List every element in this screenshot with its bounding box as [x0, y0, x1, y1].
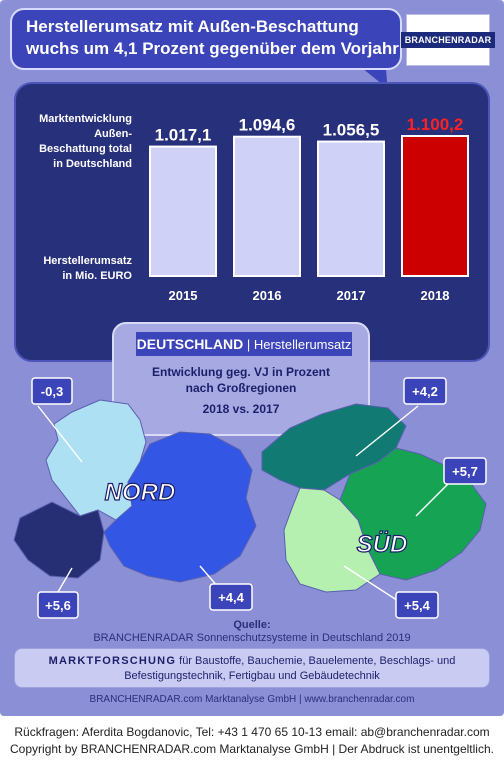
headline-line-2: wuchs um 4,1 Prozent gegenüber dem Vorja… — [26, 39, 399, 58]
sued-label: SÜD — [357, 531, 408, 558]
unit-label-line-2: in Mio. EURO — [62, 270, 132, 282]
category-label-2016: 2016 — [253, 288, 282, 303]
callout-line-nord-southwest — [57, 567, 73, 593]
category-label-2018: 2018 — [421, 288, 450, 303]
nord-southwest-region — [13, 501, 105, 579]
badge-sued-southwest: +5,4 — [404, 598, 430, 613]
badge-sued-east-box — [443, 457, 487, 485]
market-research-title: MARKTFORSCHUNG — [48, 655, 177, 667]
value-label-2015: 1.017,1 — [155, 126, 212, 145]
market-research-box: MARKTFORSCHUNG für Baustoffe, Bauchemie,… — [14, 648, 490, 688]
market-research-line-2: Befestigungstechnik, Fertigbau und Gebäu… — [124, 670, 380, 682]
bar-2018 — [401, 135, 469, 277]
headline-bubble: Herstellerumsatz mit Außen-Beschattung w… — [10, 8, 402, 70]
category-label-2015: 2015 — [169, 288, 198, 303]
callout-line-sued-north — [355, 405, 419, 457]
badge-sued-north-box — [403, 377, 447, 405]
badge-nord-east: +4,4 — [218, 590, 244, 605]
nord-east-region — [103, 431, 257, 583]
chart-panel: Marktentwicklung Außen- Beschattung tota… — [14, 82, 490, 362]
contact-caption: Rückfragen: Aferdita Bogdanovic, Tel: +4… — [14, 725, 490, 739]
info-title-separator: | — [246, 337, 254, 352]
info-subtitle-line-1: Entwicklung geg. VJ in Prozent — [151, 365, 331, 379]
nord-label: NORD — [105, 479, 176, 506]
badge-nord-east-box — [209, 583, 253, 611]
brand-logo-text: BRANCHENRADAR — [400, 32, 496, 48]
info-title-rest: Herstellerumsatz — [253, 337, 352, 352]
bar-2015 — [149, 145, 217, 277]
value-label-2018: 1.100,2 — [407, 115, 464, 134]
callout-line-sued-east — [415, 479, 453, 517]
market-development-label: Marktentwicklung Außen- Beschattung tota… — [22, 112, 132, 172]
badge-nord-west: -0,3 — [41, 384, 63, 399]
callout-line-nord-west — [37, 405, 83, 463]
bar-2016 — [233, 135, 301, 277]
badge-sued-southwest-box — [395, 591, 439, 619]
brand-logo: BRANCHENRADAR — [400, 14, 496, 66]
source-text: BRANCHENRADAR Sonnenschutzsysteme in Deu… — [93, 632, 411, 644]
category-label-2017: 2017 — [337, 288, 366, 303]
badge-sued-north: +4,2 — [412, 384, 438, 399]
info-subtitle-line-2: nach Großregionen — [185, 381, 297, 395]
info-years: 2018 vs. 2017 — [202, 402, 280, 416]
info-title-country: DEUTSCHLAND — [136, 336, 244, 352]
region-map: NORD SÜD -0,3 +5,6 +4,4 +4,2 +5,7 +5,4 — [13, 377, 487, 619]
headline-line-1: Herstellerumsatz mit Außen-Beschattung — [26, 17, 359, 36]
market-label-line-1: Marktentwicklung — [39, 113, 132, 125]
badge-nord-west-box — [31, 377, 73, 405]
poster-footer: BRANCHENRADAR.com Marktanalyse GmbH | ww… — [89, 694, 415, 705]
badge-nord-southwest: +5,6 — [45, 598, 71, 613]
market-label-line-3: Beschattung total — [39, 143, 132, 155]
badge-sued-east: +5,7 — [452, 464, 478, 479]
badge-nord-southwest-box — [37, 591, 79, 619]
market-label-line-2: Außen- — [94, 128, 132, 140]
unit-label-line-1: Herstellerumsatz — [43, 255, 132, 267]
infographic-poster: Herstellerumsatz mit Außen-Beschattung w… — [0, 0, 504, 716]
info-title: DEUTSCHLAND | Herstellerumsatz — [136, 332, 352, 356]
sued-southwest-region — [283, 487, 381, 593]
unit-label: Herstellerumsatz in Mio. EURO — [22, 254, 132, 284]
market-research-line-1-rest: für Baustoffe, Bauchemie, Bauelemente, B… — [176, 655, 456, 667]
market-research-line-1: MARKTFORSCHUNG für Baustoffe, Bauchemie,… — [15, 654, 489, 669]
bar-2017 — [317, 140, 385, 277]
bar-chart: 1.017,1 2015 1.094,6 2016 1.056,5 2017 1.100,2… — [149, 115, 469, 303]
info-subtitle: Entwicklung geg. VJ in Prozent nach Groß… — [114, 364, 368, 396]
market-label-line-4: in Deutschland — [53, 158, 132, 170]
source-label: Quelle: — [233, 619, 271, 631]
copyright-caption: Copyright by BRANCHENRADAR.com Marktanal… — [10, 742, 494, 756]
value-label-2016: 1.094,6 — [239, 116, 296, 135]
value-label-2017: 1.056,5 — [323, 121, 380, 140]
